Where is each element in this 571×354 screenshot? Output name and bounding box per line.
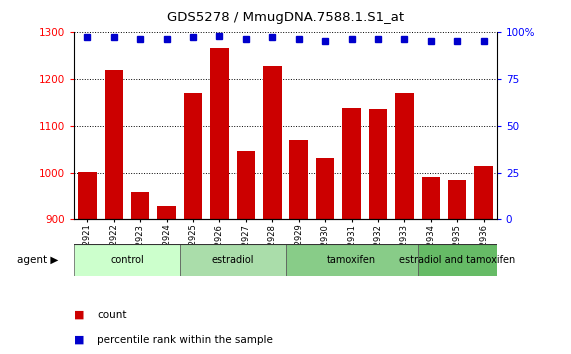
Text: percentile rank within the sample: percentile rank within the sample xyxy=(97,335,273,345)
Bar xyxy=(180,244,286,276)
Bar xyxy=(316,158,335,219)
Bar xyxy=(395,93,413,219)
Text: count: count xyxy=(97,310,127,320)
Text: estradiol and tamoxifen: estradiol and tamoxifen xyxy=(399,255,515,265)
Text: estradiol: estradiol xyxy=(211,255,254,265)
Bar xyxy=(236,151,255,219)
Bar xyxy=(74,244,180,276)
Bar xyxy=(210,48,229,219)
Bar xyxy=(104,70,123,219)
Bar xyxy=(342,108,361,219)
Text: ■: ■ xyxy=(74,310,85,320)
Text: control: control xyxy=(110,255,144,265)
Bar xyxy=(263,65,282,219)
Bar xyxy=(421,177,440,219)
Text: ■: ■ xyxy=(74,335,85,345)
Bar xyxy=(184,93,202,219)
Bar xyxy=(369,109,387,219)
Bar xyxy=(286,244,417,276)
Bar xyxy=(417,244,497,276)
Text: agent ▶: agent ▶ xyxy=(17,255,58,265)
Bar xyxy=(78,172,96,219)
Text: GDS5278 / MmugDNA.7588.1.S1_at: GDS5278 / MmugDNA.7588.1.S1_at xyxy=(167,11,404,24)
Bar xyxy=(131,192,150,219)
Bar xyxy=(448,179,467,219)
Bar xyxy=(289,140,308,219)
Bar xyxy=(475,166,493,219)
Bar xyxy=(158,206,176,219)
Text: tamoxifen: tamoxifen xyxy=(327,255,376,265)
